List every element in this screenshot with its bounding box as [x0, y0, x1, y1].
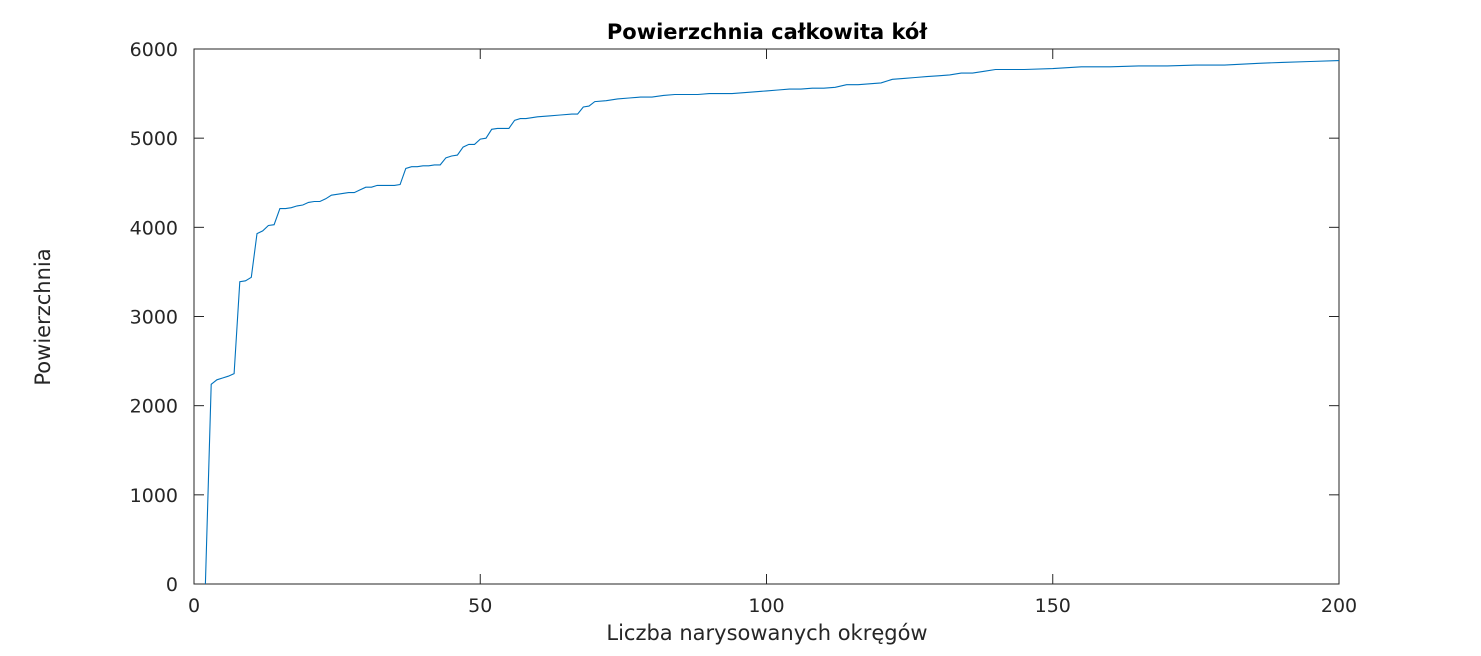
plot-frame: [193, 48, 1340, 585]
series-line: [204, 60, 1340, 585]
y-tick-label: 5000: [130, 128, 178, 150]
y-tick-label: 2000: [130, 396, 178, 418]
y-tick-label: 6000: [130, 39, 178, 61]
y-tick-label: 4000: [130, 217, 178, 239]
chart-title: Powierzchnia całkowita kół: [607, 20, 928, 44]
x-tick-label: 50: [468, 595, 492, 617]
x-tick-label: 0: [188, 595, 200, 617]
y-tick-label: 1000: [130, 485, 178, 507]
y-tick-label: 0: [166, 574, 178, 596]
x-tick-label: 200: [1321, 595, 1357, 617]
y-tick-label: 3000: [130, 307, 178, 329]
x-tick-label: 150: [1035, 595, 1071, 617]
y-axis-label: Powierzchnia: [31, 248, 55, 385]
x-tick-label: 100: [748, 595, 784, 617]
axis-ticks: [193, 48, 1340, 585]
x-axis-label: Liczba narysowanych okręgów: [606, 621, 927, 645]
